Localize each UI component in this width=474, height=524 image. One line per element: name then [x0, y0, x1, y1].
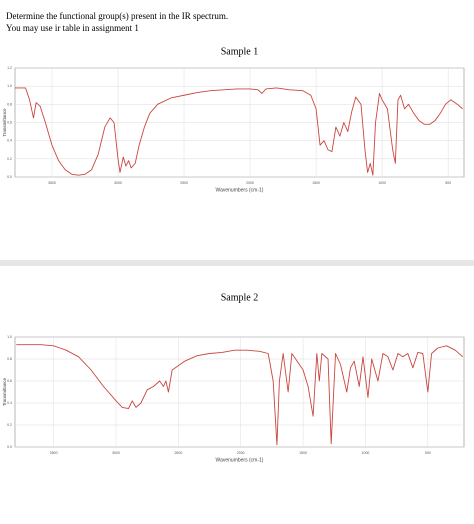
y-axis-label: Transmittance [2, 377, 7, 406]
x-tick-label: 2000 [237, 451, 245, 455]
y-tick-label: 1.0 [7, 84, 12, 88]
spectrum-line [15, 87, 463, 176]
y-tick-label: 1.2 [7, 66, 12, 70]
y-tick-label: 0.4 [7, 139, 12, 143]
y-tick-label: 0.8 [7, 102, 12, 106]
y-tick-label: 0.0 [7, 175, 12, 179]
y-tick-label: 0.8 [7, 357, 12, 361]
x-tick-label: 1500 [312, 181, 320, 185]
y-tick-label: 0.2 [7, 423, 12, 427]
instruction: Determine the functional group(s) presen… [6, 11, 229, 21]
x-tick-label: 3000 [112, 451, 120, 455]
x-axis-label: Wavenumbers (cm-1) [216, 457, 264, 463]
y-tick-label: 0.0 [7, 445, 12, 449]
x-tick-label: 3000 [114, 181, 122, 185]
x-tick-label: 2000 [246, 181, 254, 185]
x-tick-label: 2500 [174, 451, 182, 455]
y-tick-label: 0.2 [7, 157, 12, 161]
x-tick-label: 500 [425, 451, 431, 455]
x-tick-label: 3500 [48, 181, 56, 185]
x-tick-label: 500 [445, 181, 451, 185]
chart-title: Sample 2 [221, 292, 259, 303]
x-tick-label: 2500 [180, 181, 188, 185]
y-tick-label: 0.6 [7, 120, 12, 124]
x-axis-label: Wavenumbers (cm-1) [216, 187, 264, 193]
y-axis-label: Transmittance [2, 108, 7, 137]
y-tick-label: 0.4 [7, 401, 12, 405]
x-tick-label: 1000 [362, 451, 370, 455]
plot-area [14, 336, 465, 448]
instruction: You may use ir table in assignment 1 [6, 23, 139, 33]
x-tick-label: 1500 [299, 451, 307, 455]
x-tick-label: 1000 [378, 181, 386, 185]
separator [0, 260, 474, 266]
chart-title: Sample 1 [221, 46, 259, 57]
y-tick-label: 0.6 [7, 379, 12, 383]
x-tick-label: 3500 [50, 451, 58, 455]
spectrum-line [16, 344, 464, 446]
y-tick-label: 1.0 [7, 335, 12, 339]
